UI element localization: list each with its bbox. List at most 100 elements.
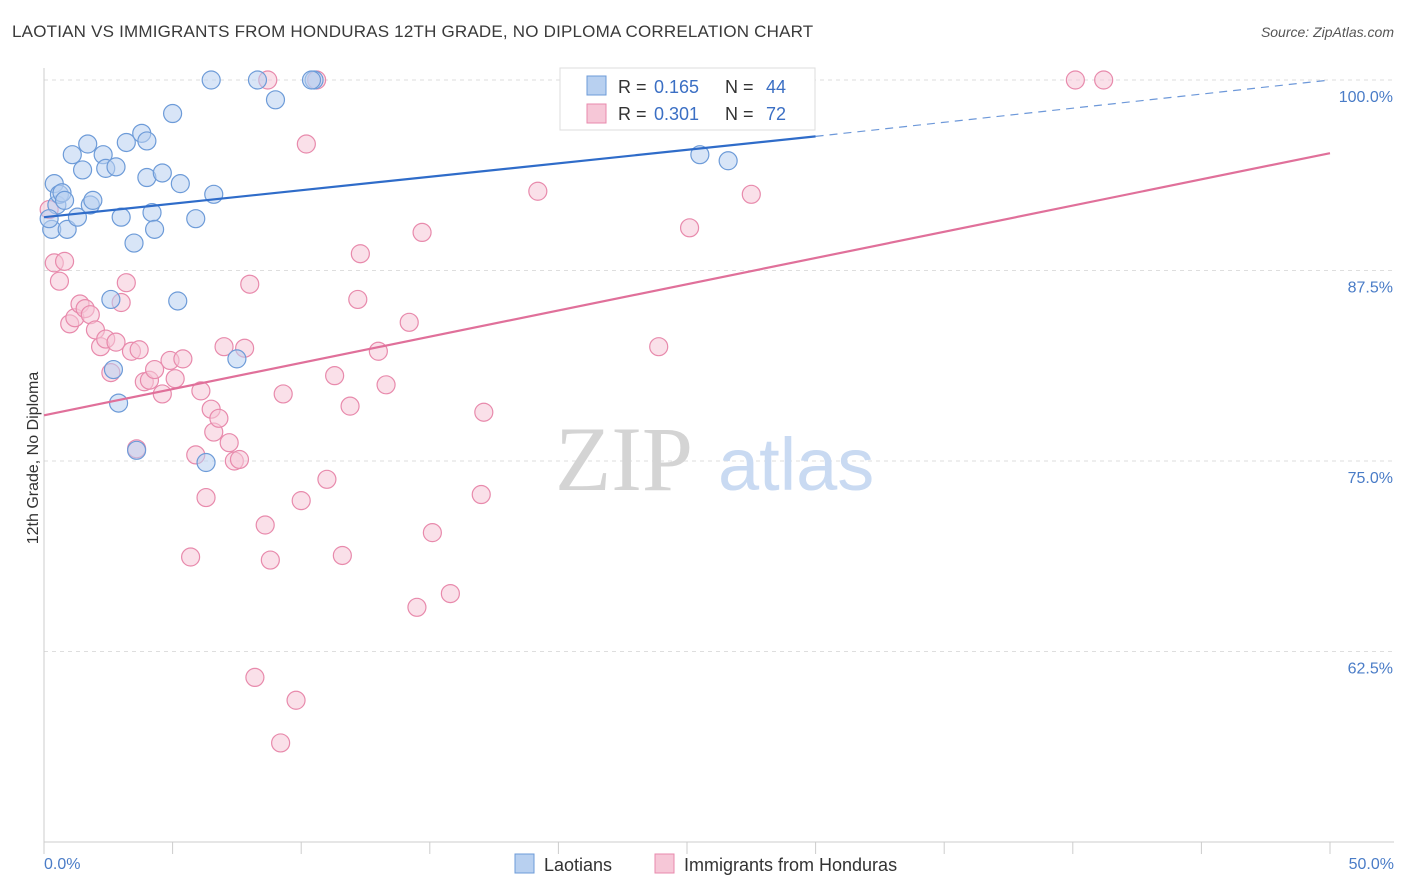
legend-r-label-2: R = <box>618 104 647 124</box>
y-tick-labels: 100.0% 87.5% 75.0% 62.5% <box>1339 89 1393 678</box>
laotians-point-28 <box>163 103 183 124</box>
honduras-point-60 <box>440 583 460 604</box>
legend-r-value-1: 0.165 <box>654 77 699 97</box>
honduras-point-13 <box>106 332 126 352</box>
honduras-point-58 <box>412 222 432 242</box>
honduras-point-59 <box>422 523 442 543</box>
honduras-point-53 <box>350 244 370 264</box>
laotians-point-5 <box>54 190 75 210</box>
laotians-point-42 <box>718 151 738 171</box>
honduras-point-34 <box>219 433 239 453</box>
honduras-point-45 <box>291 491 311 511</box>
trend-lines <box>43 79 1331 417</box>
laotians-point-41 <box>690 145 710 165</box>
x-tick-label-left: 0.0% <box>44 856 80 873</box>
honduras-point-25 <box>173 349 193 369</box>
honduras-point-66 <box>679 218 700 238</box>
laotians-point-38 <box>137 131 157 151</box>
honduras-point-21 <box>144 359 165 380</box>
laotians-point-22 <box>126 440 147 460</box>
laotians-point-17 <box>106 157 126 177</box>
watermark-zip: ZIP <box>555 408 693 510</box>
legend-n-value-2: 72 <box>766 104 786 124</box>
legend-n-label-2: N = <box>725 104 754 124</box>
laotians-point-16 <box>103 359 124 380</box>
honduras-point-67 <box>741 184 761 204</box>
y-tick-label-1: 87.5% <box>1348 280 1393 297</box>
honduras-point-62 <box>474 402 494 422</box>
laotians-trend-extension <box>815 79 1331 137</box>
laotians-point-31 <box>186 209 206 229</box>
honduras-point-42 <box>271 733 291 753</box>
honduras-point-56 <box>399 312 419 332</box>
bottom-legend-swatch-laotians <box>514 853 535 874</box>
laotians-point-12 <box>83 190 103 210</box>
laotians-point-19 <box>111 207 131 227</box>
honduras-point-46 <box>296 134 316 154</box>
laotians-point-18 <box>108 393 129 413</box>
honduras-trend-line <box>43 152 1331 417</box>
y-axis-label: 12th Grade, No Diploma <box>25 372 42 545</box>
honduras-point-55 <box>376 375 396 395</box>
legend-swatch-laotians <box>586 75 607 96</box>
honduras-point-41 <box>260 550 280 570</box>
honduras-point-71 <box>1094 70 1114 90</box>
axes <box>43 68 1394 854</box>
laotians-point-29 <box>168 291 188 311</box>
honduras-point-15 <box>116 273 136 293</box>
honduras-point-22 <box>152 384 172 404</box>
laotians-point-39 <box>39 209 59 229</box>
honduras-point-40 <box>255 515 275 535</box>
honduras-point-64 <box>649 337 669 357</box>
honduras-point-51 <box>340 396 360 416</box>
honduras-point-18 <box>129 340 149 360</box>
bottom-legend-swatch-honduras <box>654 853 675 874</box>
laotians-point-6 <box>57 219 77 239</box>
honduras-point-48 <box>317 469 337 489</box>
gridlines <box>44 79 1394 652</box>
chart-source: Source: ZipAtlas.com <box>1260 24 1394 40</box>
honduras-point-24 <box>165 369 185 389</box>
honduras-point-70 <box>1065 70 1085 90</box>
honduras-point-49 <box>325 366 345 386</box>
laotians-point-32 <box>196 452 216 473</box>
legend-n-value-1: 44 <box>766 77 786 97</box>
honduras-point-61 <box>471 484 491 505</box>
y-tick-label-0: 100.0% <box>1339 89 1393 106</box>
honduras-point-50 <box>332 545 352 566</box>
legend-r-value-2: 0.301 <box>654 104 699 124</box>
honduras-point-32 <box>209 408 229 428</box>
chart-title: LAOTIAN VS IMMIGRANTS FROM HONDURAS 12TH… <box>12 22 814 41</box>
honduras-point-2 <box>49 271 70 291</box>
laotians-point-30 <box>170 174 190 194</box>
laotians-point-34 <box>201 70 221 90</box>
laotians-point-10 <box>78 134 98 154</box>
laotians-point-21 <box>124 233 144 253</box>
laotians-point-20 <box>116 132 136 153</box>
watermark-atlas: atlas <box>718 423 874 506</box>
top-legend: R = 0.165 N = 44 R = 0.301 N = 72 <box>559 67 816 131</box>
laotians-point-26 <box>144 219 165 239</box>
laotians-point-15 <box>101 289 121 310</box>
legend-n-label-1: N = <box>725 77 754 97</box>
laotians-trend-line <box>43 135 816 219</box>
laotians-point-35 <box>247 70 268 90</box>
honduras-point-29 <box>196 487 216 508</box>
honduras-point-57 <box>407 597 427 617</box>
honduras-point-33 <box>214 337 234 357</box>
series-laotians-points <box>39 70 738 473</box>
bottom-legend-laotians: Laotians <box>544 855 612 875</box>
honduras-point-36 <box>229 449 250 470</box>
legend-swatch-honduras <box>586 103 607 124</box>
honduras-point-44 <box>286 690 306 710</box>
honduras-point-63 <box>528 181 548 201</box>
watermark: ZIP atlas <box>555 408 874 510</box>
x-tick-label-right: 50.0% <box>1349 856 1394 873</box>
laotians-point-7 <box>62 145 82 165</box>
laotians-point-9 <box>72 160 93 180</box>
honduras-point-43 <box>273 384 293 404</box>
laotians-point-27 <box>152 163 172 183</box>
honduras-point-52 <box>348 289 368 310</box>
honduras-point-26 <box>181 547 201 567</box>
